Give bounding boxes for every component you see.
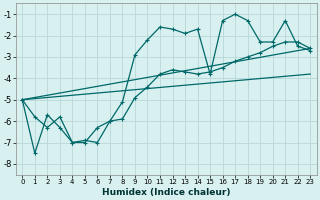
- X-axis label: Humidex (Indice chaleur): Humidex (Indice chaleur): [102, 188, 230, 197]
